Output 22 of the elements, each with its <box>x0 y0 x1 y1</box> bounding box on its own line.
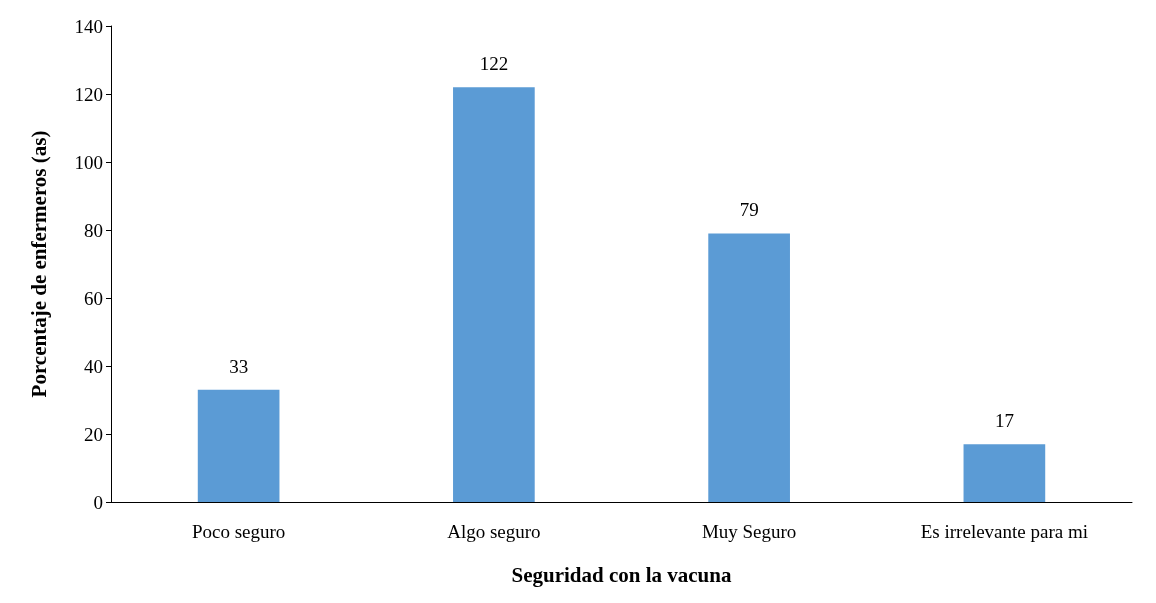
y-tick-label: 140 <box>74 15 103 37</box>
y-tick-label: 100 <box>74 151 103 173</box>
x-tick-label: Muy Seguro <box>701 521 797 542</box>
x-tick-label: Poco seguro <box>191 521 286 542</box>
y-axis-title: Porcentaje de enfermeros (as) <box>26 130 51 398</box>
x-tick-label: Algo seguro <box>447 521 541 542</box>
bar <box>453 87 535 502</box>
y-tick-label: 20 <box>84 423 103 445</box>
y-tick-label: 60 <box>84 287 103 309</box>
data-label: 122 <box>479 53 509 75</box>
data-label: 17 <box>994 410 1014 432</box>
x-axis-title: Seguridad con la vacuna <box>511 562 732 587</box>
y-tick-label: 80 <box>84 219 103 241</box>
y-tick-label: 0 <box>93 491 103 513</box>
y-tick-label: 120 <box>74 83 103 105</box>
data-label: 33 <box>229 355 249 377</box>
bar <box>197 389 280 502</box>
x-tick-label: Es irrelevante para mi <box>920 521 1088 542</box>
y-tick-label: 40 <box>84 355 103 377</box>
data-label: 79 <box>739 199 759 221</box>
bar <box>708 233 790 502</box>
bar <box>963 444 1046 502</box>
